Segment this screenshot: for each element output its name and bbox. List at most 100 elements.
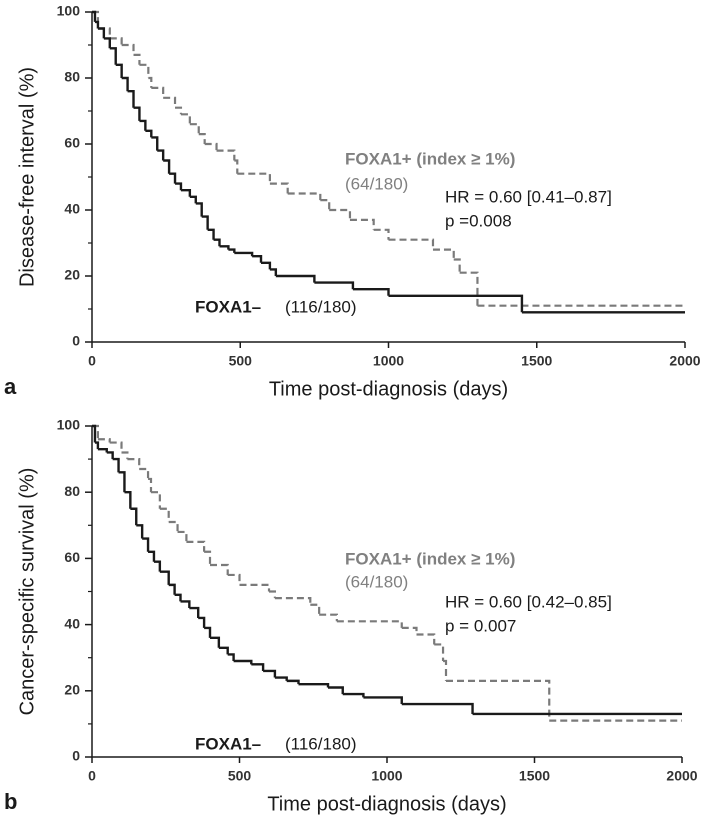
- survival-step: [163, 96, 177, 108]
- survival-step: [142, 537, 150, 552]
- survival-step: [157, 149, 165, 161]
- y-tick-label: 100: [57, 417, 81, 433]
- x-tick-label: 2000: [669, 353, 700, 369]
- survival-step: [204, 142, 218, 151]
- survival-step: [207, 228, 215, 240]
- panel-label: b: [4, 789, 17, 814]
- survival-step: [320, 199, 331, 210]
- x-tick-label: 2000: [666, 768, 697, 784]
- survival-step: [168, 583, 176, 595]
- y-tick-label: 0: [72, 333, 80, 349]
- survival-step: [216, 149, 236, 161]
- survival-step: [106, 451, 114, 460]
- survival-step: [139, 63, 150, 78]
- x-tick-label: 1500: [519, 768, 550, 784]
- survival-step: [97, 438, 111, 443]
- survival-step: [189, 123, 200, 135]
- annotation: (116/180): [285, 734, 357, 753]
- survival-step: [159, 570, 170, 585]
- y-tick-label: 20: [64, 682, 80, 698]
- survival-step: [109, 47, 117, 65]
- y-tick-label: 60: [64, 135, 80, 151]
- survival-step: [210, 636, 221, 648]
- y-axis-title: Disease-free interval (%): [16, 67, 38, 287]
- annotation: p = 0.007: [445, 616, 516, 635]
- survival-step: [118, 471, 126, 493]
- survival-step: [363, 696, 403, 705]
- survival-step: [352, 288, 390, 296]
- survival-step: [151, 491, 161, 509]
- survival-step: [275, 274, 316, 283]
- survival-step: [94, 441, 100, 450]
- survival-step: [210, 563, 229, 575]
- survival-step: [388, 238, 435, 250]
- survival-step: [139, 119, 147, 131]
- survival-step: [287, 192, 322, 201]
- survival-step: [175, 106, 183, 115]
- survival-step: [274, 597, 312, 605]
- survival-step: [151, 86, 165, 98]
- y-tick-label: 60: [64, 549, 80, 565]
- x-tick-label: 0: [88, 768, 96, 784]
- x-tick-label: 0: [88, 353, 96, 369]
- survival-step: [133, 53, 141, 65]
- x-tick-label: 1000: [371, 768, 402, 784]
- survival-step: [180, 113, 191, 125]
- x-axis-title: Time post-diagnosis (days): [269, 378, 508, 400]
- survival-step: [401, 626, 418, 635]
- survival-step: [148, 550, 156, 562]
- survival-step: [434, 643, 445, 662]
- survival-step: [234, 159, 239, 174]
- survival-step: [139, 467, 150, 479]
- survival-step: [198, 616, 206, 628]
- survival-step: [121, 451, 129, 460]
- y-tick-label: 0: [72, 748, 80, 764]
- survival-step: [148, 477, 153, 493]
- annotation: FOXA1–: [195, 734, 261, 753]
- survival-step: [269, 590, 276, 599]
- survival-step: [151, 136, 159, 151]
- survival-step: [401, 702, 474, 714]
- survival-step: [227, 653, 235, 662]
- annotation: p =0.008: [445, 211, 512, 230]
- x-tick-label: 1500: [521, 353, 552, 369]
- survival-step: [328, 686, 344, 695]
- survival-step: [261, 261, 272, 270]
- survival-step: [201, 215, 209, 230]
- y-tick-label: 40: [64, 615, 80, 631]
- survival-step: [237, 172, 271, 184]
- survival-step: [169, 172, 177, 184]
- survival-step: [180, 600, 191, 609]
- survival-step: [213, 238, 221, 247]
- survival-step: [416, 633, 436, 645]
- survival-step: [432, 248, 455, 260]
- survival-step: [175, 182, 183, 191]
- survival-step: [186, 540, 206, 552]
- annotation: FOXA1–: [195, 297, 261, 316]
- survival-step: [127, 458, 141, 470]
- survival-step: [136, 524, 144, 539]
- survival-step: [148, 76, 153, 88]
- survival-step: [94, 20, 100, 29]
- survival-step: [145, 129, 153, 138]
- survival-step: [115, 63, 123, 78]
- y-tick-label: 80: [64, 483, 80, 499]
- survival-step: [177, 530, 188, 542]
- survival-step: [218, 646, 229, 655]
- y-tick-label: 20: [64, 267, 80, 283]
- survival-step: [329, 208, 352, 220]
- survival-step: [198, 133, 206, 144]
- survival-step: [204, 550, 212, 566]
- survival-step: [163, 159, 171, 174]
- survival-step: [274, 676, 288, 681]
- survival-step: [103, 37, 111, 49]
- survival-step: [109, 441, 123, 453]
- x-tick-label: 1000: [373, 353, 404, 369]
- x-tick-label: 500: [229, 353, 253, 369]
- survival-step: [388, 294, 524, 313]
- survival-step: [174, 593, 182, 602]
- x-tick-label: 500: [228, 768, 252, 784]
- survival-step: [310, 603, 321, 615]
- survival-step: [97, 27, 106, 39]
- survival-step: [233, 659, 253, 665]
